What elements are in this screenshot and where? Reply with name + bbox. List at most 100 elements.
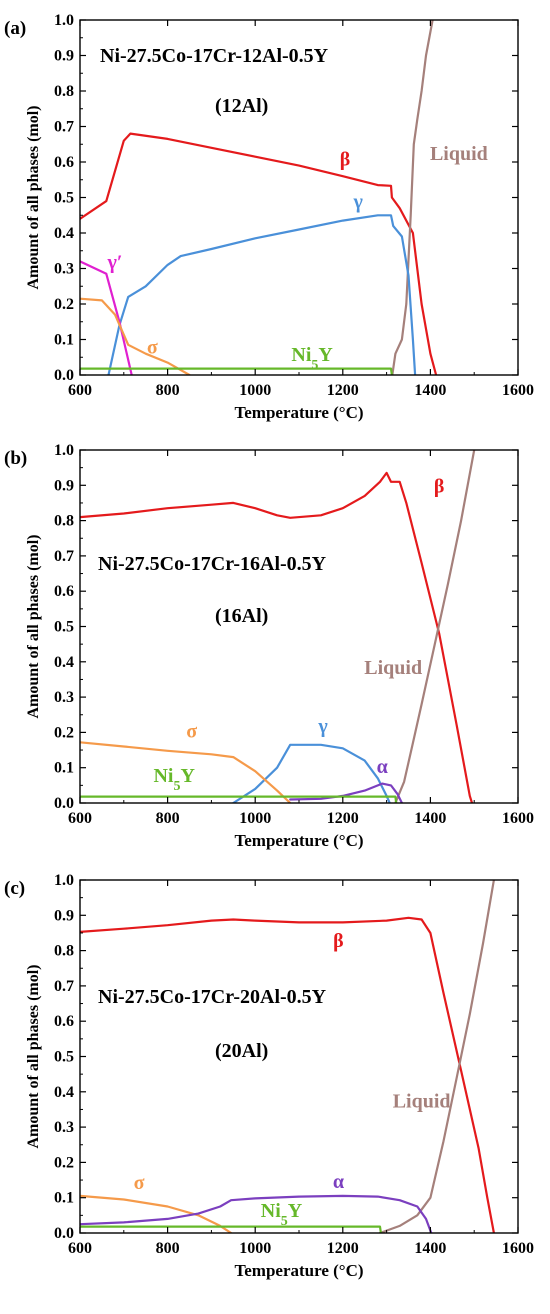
y-axis-label: Amount of all phases (mol): [25, 534, 42, 718]
alloy-subtitle: (16Al): [215, 605, 268, 627]
panel-label: (a): [4, 18, 26, 39]
y-tick-label: 0.0: [54, 1225, 74, 1242]
y-axis-label: Amount of all phases (mol): [25, 105, 42, 289]
series-line-liquid: [391, 20, 434, 375]
y-tick-label: 0.8: [54, 513, 74, 530]
x-tick-label: 1200: [327, 810, 359, 827]
series-line-alpha: [289, 782, 403, 803]
phase-label-liquid: Liquid: [393, 1091, 451, 1113]
x-tick-label: 1600: [502, 382, 534, 399]
y-tick-label: 0.1: [54, 760, 74, 777]
phase-label-ni5y: Ni5Y: [261, 1200, 303, 1229]
plot-frame: [79, 449, 519, 804]
panel-a: 600 800 1000 1200 1400 1600 0.0 0.1 0.2 0.3 0.4 0.5…: [4, 12, 534, 422]
series-line-ni5y: [80, 1225, 382, 1233]
y-tick-label: 0.0: [54, 795, 74, 812]
y-tick-label: 0.3: [54, 261, 74, 278]
phase-label-beta: β: [333, 930, 344, 952]
x-tick-label: 1600: [502, 1240, 534, 1257]
y-tick-label: 0.4: [54, 654, 74, 671]
x-tick-label: 1400: [414, 382, 446, 399]
series-line-beta: [80, 471, 474, 803]
phase-label-gamma: γ: [352, 191, 363, 213]
y-tick-label: 0.9: [54, 907, 74, 924]
phase-label-liquid: Liquid: [364, 657, 422, 679]
phase-label-ni5y: Ni5Y: [291, 344, 333, 373]
panel-label: (c): [4, 878, 25, 899]
y-tick-label: 0.9: [54, 48, 74, 65]
y-tick-label: 1.0: [54, 12, 74, 29]
x-tick-label: 1000: [239, 1240, 271, 1257]
y-tick-label: 0.1: [54, 332, 74, 349]
phase-label-gamma: γ: [317, 715, 328, 737]
y-tick-label: 0.6: [54, 154, 74, 171]
x-axis-label: Temperature (°C): [234, 831, 363, 850]
series-lines: [80, 880, 495, 1233]
x-axis-label: Temperature (°C): [234, 403, 363, 422]
y-tick-label: 0.8: [54, 943, 74, 960]
alloy-title: Ni-27.5Co-17Cr-20Al-0.5Y: [98, 986, 327, 1008]
alloy-subtitle: (12Al): [215, 95, 268, 117]
y-tick-label: 0.4: [54, 225, 74, 242]
phase-label-beta: β: [340, 149, 351, 171]
y-tick-label: 0.6: [54, 1013, 74, 1030]
y-tick-label: 0.7: [54, 548, 74, 565]
phase-label-gamma_prime: γ′: [107, 252, 123, 274]
panel-b: 600 800 1000 1200 1400 1600 0.0 0.1 0.2 0.3 0.4 0.5…: [4, 442, 534, 850]
x-tick-label: 1000: [239, 382, 271, 399]
y-tick-label: 0.5: [54, 190, 74, 207]
phase-label-sigma: σ: [147, 337, 158, 359]
series-line-alpha: [80, 1194, 433, 1233]
x-tick-label: 1200: [327, 1240, 359, 1257]
x-tick-label: 600: [68, 1240, 92, 1257]
x-tick-label: 1000: [239, 810, 271, 827]
phase-label-sigma: σ: [186, 721, 197, 743]
y-axis-label: Amount of all phases (mol): [25, 964, 42, 1148]
x-tick-label: 600: [68, 382, 92, 399]
series-line-ni5y: [80, 367, 393, 375]
y-tick-label: 0.2: [54, 1154, 74, 1171]
phase-label-alpha: α: [377, 756, 388, 778]
series-line-sigma: [80, 741, 292, 803]
series-line-beta: [80, 132, 438, 375]
y-tick-label: 0.7: [54, 978, 74, 995]
y-tick-label: 0.5: [54, 1049, 74, 1066]
series-line-beta: [80, 916, 495, 1233]
y-tick-label: 0.3: [54, 1119, 74, 1136]
alloy-subtitle: (20Al): [215, 1040, 268, 1062]
y-tick-label: 1.0: [54, 442, 74, 459]
plot-frame: [79, 19, 519, 376]
x-tick-label: 600: [68, 810, 92, 827]
plot-frame: [79, 879, 519, 1234]
series-line-sigma: [80, 297, 191, 375]
series-line-ni5y: [80, 795, 398, 803]
x-tick-label: 1200: [327, 382, 359, 399]
x-axis-label: Temperature (°C): [234, 1261, 363, 1280]
series-line-gamma: [107, 214, 417, 375]
phase-label-liquid: Liquid: [430, 143, 488, 165]
y-tick-label: 0.7: [54, 119, 74, 136]
y-tick-label: 0.3: [54, 689, 74, 706]
y-tick-label: 0.8: [54, 83, 74, 100]
panel-c: 600 800 1000 1200 1400 1600 0.0 0.1 0.2 0.3 0.4 0.5…: [4, 872, 534, 1280]
y-tick-label: 0.0: [54, 367, 74, 384]
y-tick-label: 0.9: [54, 477, 74, 494]
phase-label-alpha: α: [333, 1171, 344, 1193]
x-tick-label: 1600: [502, 810, 534, 827]
y-tick-label: 1.0: [54, 872, 74, 889]
series-line-liquid: [378, 880, 495, 1233]
x-tick-label: 1400: [414, 810, 446, 827]
series-line-liquid: [394, 450, 476, 803]
alloy-title: Ni-27.5Co-17Cr-16Al-0.5Y: [98, 553, 327, 575]
y-tick-label: 0.4: [54, 1084, 74, 1101]
y-tick-label: 0.2: [54, 296, 74, 313]
y-tick-label: 0.2: [54, 724, 74, 741]
series-line-gamma_prime: [80, 260, 133, 375]
series-line-gamma: [232, 743, 391, 803]
x-tick-label: 800: [156, 382, 180, 399]
x-tick-label: 1400: [414, 1240, 446, 1257]
panel-label: (b): [4, 448, 27, 469]
y-tick-label: 0.1: [54, 1190, 74, 1207]
